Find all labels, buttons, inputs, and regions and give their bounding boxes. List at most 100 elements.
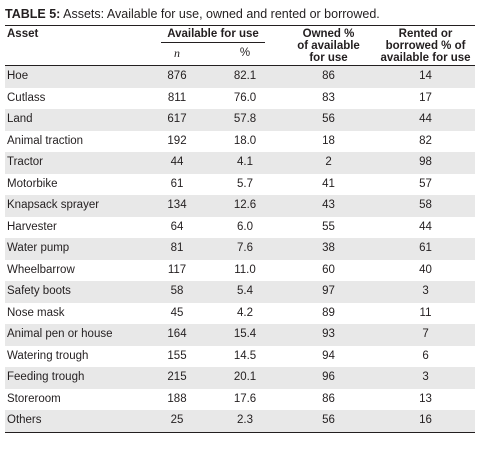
table-row: Tractor 44 4.1 2 98 <box>5 152 476 174</box>
cell-asset: Knapsack sprayer <box>5 195 145 217</box>
table-row: Motorbike 61 5.7 41 57 <box>5 174 475 196</box>
table-container: TABLE 5: Assets: Available for use, owne… <box>5 6 476 433</box>
cell-pct: 18.0 <box>233 134 257 147</box>
table-row: Safety boots 58 5.4 97 3 <box>5 281 476 303</box>
cell-pct: 14.5 <box>233 349 257 362</box>
cell-rented: 7 <box>376 324 476 346</box>
cell-rented: 58 <box>376 195 476 217</box>
cell-rented: 44 <box>376 109 476 131</box>
cell-pct: 82.1 <box>209 65 282 88</box>
table-caption: TABLE 5: Assets: Available for use, owne… <box>5 6 475 22</box>
cell-asset: Animal traction <box>7 134 84 147</box>
cell-n: 164 <box>145 324 209 346</box>
cell-pct: 5.7 <box>237 177 253 190</box>
cell-owned: 2 <box>281 152 377 174</box>
cell-asset: Wheelbarrow <box>7 263 75 276</box>
header-rented-line1: Rented or <box>398 28 453 40</box>
cell-rented: 3 <box>376 281 476 303</box>
header-available: Available for use <box>145 25 282 43</box>
cell-rented: 6 <box>422 349 429 362</box>
table-body: Hoe 876 82.1 86 14 Cutlass 811 76.0 83 17 Land 617 5… <box>5 65 476 433</box>
cell-owned: 60 <box>322 263 335 276</box>
table-row: Animal traction 192 18.0 18 82 <box>5 131 475 153</box>
cell-rented: 40 <box>419 263 432 276</box>
header-owned: Owned % of available for use <box>281 25 377 66</box>
cell-asset: Others <box>5 410 145 433</box>
table-row: Hoe 876 82.1 86 14 <box>5 65 476 88</box>
cell-pct: 5.4 <box>209 281 282 303</box>
cell-pct: 17.6 <box>233 392 257 405</box>
table-row: Water pump 81 7.6 38 61 <box>5 238 476 260</box>
header-asset: Asset <box>5 25 145 66</box>
table-row: Land 617 57.8 56 44 <box>5 109 476 131</box>
caption-label: TABLE 5: <box>5 7 61 21</box>
cell-owned: 86 <box>322 392 335 405</box>
subheader-pct: % <box>239 47 251 59</box>
cell-n: 117 <box>167 263 187 276</box>
cell-rented: 3 <box>376 367 476 389</box>
cell-owned: 56 <box>281 109 377 131</box>
cell-n: 44 <box>145 152 209 174</box>
cell-rented: 11 <box>419 306 432 319</box>
table-row: Storeroom 188 17.6 86 13 <box>5 389 475 411</box>
cell-pct: 12.6 <box>209 195 282 217</box>
cell-n: 64 <box>170 220 184 233</box>
cell-n: 155 <box>167 349 187 362</box>
cell-pct: 15.4 <box>209 324 282 346</box>
cell-pct: 57.8 <box>209 109 282 131</box>
cell-pct: 7.6 <box>209 238 282 260</box>
cell-asset: Nose mask <box>7 306 65 319</box>
subheader-row: n % <box>5 43 476 66</box>
cell-rented: 98 <box>376 152 476 174</box>
cell-asset: Land <box>5 109 145 131</box>
assets-table: Asset Available for use Owned % of avail… <box>5 25 476 433</box>
cell-asset: Feeding trough <box>5 367 145 389</box>
cell-rented: 57 <box>419 177 432 190</box>
cell-n: 192 <box>167 134 187 147</box>
cell-n: 134 <box>145 195 209 217</box>
cell-rented: 82 <box>419 134 432 147</box>
cell-asset: Storeroom <box>7 392 61 405</box>
cell-pct: 2.3 <box>209 410 282 433</box>
cell-pct: 6.0 <box>237 220 253 233</box>
cell-pct: 4.2 <box>237 306 253 319</box>
cell-owned: 41 <box>322 177 335 190</box>
cell-rented: 14 <box>376 65 476 88</box>
header-row: Asset Available for use Owned % of avail… <box>5 25 476 66</box>
table-row: Nose mask 45 4.2 89 11 <box>5 303 475 325</box>
cell-rented: 61 <box>376 238 476 260</box>
header-rented: Rented or borrowed % of available for us… <box>376 25 476 66</box>
cell-owned: 18 <box>322 134 335 147</box>
table-row: Animal pen or house 164 15.4 93 7 <box>5 324 476 346</box>
cell-owned: 97 <box>281 281 377 303</box>
cell-rented: 16 <box>376 410 476 433</box>
cell-owned: 38 <box>281 238 377 260</box>
cell-owned: 96 <box>281 367 377 389</box>
cell-n: 81 <box>145 238 209 260</box>
table-row: Watering trough 155 14.5 94 6 <box>5 346 475 368</box>
cell-asset: Animal pen or house <box>5 324 145 346</box>
subheader-n: n <box>174 46 180 60</box>
cell-rented: 17 <box>419 91 432 104</box>
cell-n: 876 <box>145 65 209 88</box>
cell-n: 188 <box>167 392 187 405</box>
cell-owned: 89 <box>322 306 335 319</box>
cell-asset: Water pump <box>5 238 145 260</box>
table-row: Wheelbarrow 117 11.0 60 40 <box>5 260 475 282</box>
cell-owned: 43 <box>281 195 377 217</box>
cell-owned: 55 <box>322 220 335 233</box>
cell-n: 617 <box>145 109 209 131</box>
table-row: Feeding trough 215 20.1 96 3 <box>5 367 476 389</box>
cell-owned: 94 <box>322 349 335 362</box>
cell-asset: Safety boots <box>5 281 145 303</box>
header-available-label: Available for use <box>161 28 265 43</box>
header-rented-line3: available for use <box>380 52 471 64</box>
cell-rented: 44 <box>419 220 432 233</box>
cell-asset: Hoe <box>5 65 145 88</box>
cell-owned: 83 <box>322 91 335 104</box>
cell-asset: Harvester <box>7 220 57 233</box>
cell-asset: Motorbike <box>7 177 58 190</box>
cell-n: 215 <box>145 367 209 389</box>
header-owned-line1: Owned % <box>302 28 355 40</box>
caption-text: Assets: Available for use, owned and ren… <box>63 7 380 21</box>
